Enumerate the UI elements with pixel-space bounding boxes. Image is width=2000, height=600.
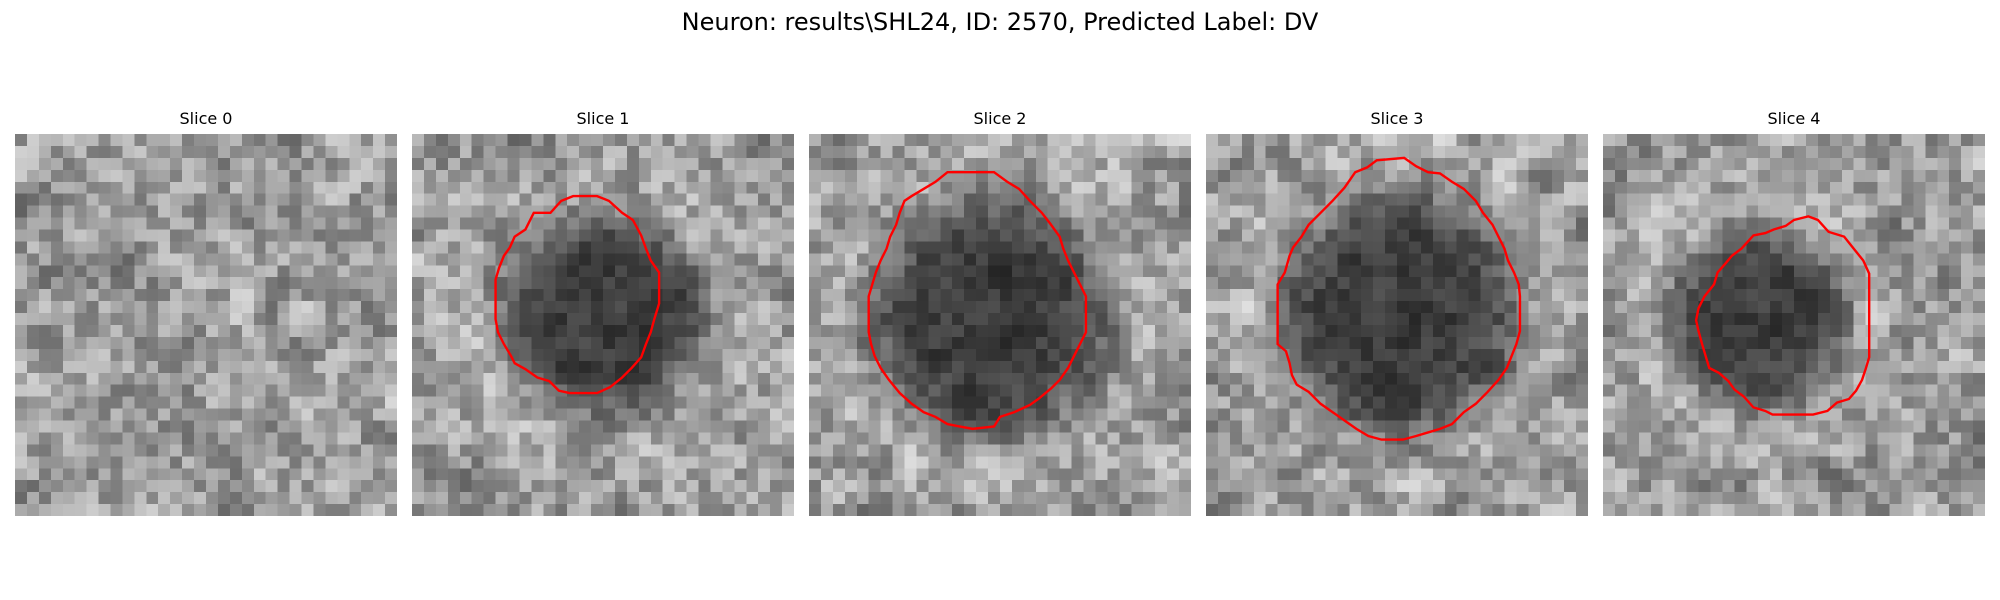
slice-title-2: Slice 2 [973,109,1027,128]
slice-title-4: Slice 4 [1767,109,1821,128]
slice-image-4 [1603,134,1985,516]
slice-panel-2: Slice 2 [809,109,1191,516]
slice-panel-4: Slice 4 [1603,109,1985,516]
figure-title: Neuron: results\SHL24, ID: 2570, Predict… [681,8,1319,36]
slice-title-1: Slice 1 [576,109,630,128]
slice-title-3: Slice 3 [1370,109,1424,128]
slice-image-0 [15,134,397,516]
slice-title-0: Slice 0 [179,109,233,128]
slice-image-3 [1206,134,1588,516]
slice-panel-3: Slice 3 [1206,109,1588,516]
slice-image-1 [412,134,794,516]
slice-panel-1: Slice 1 [412,109,794,516]
slice-image-2 [809,134,1191,516]
slice-panel-0: Slice 0 [15,109,397,516]
